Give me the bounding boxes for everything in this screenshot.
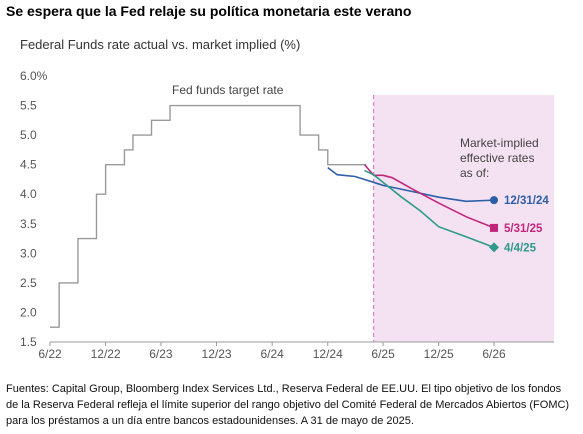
y-tick-label: 5.0 <box>20 128 37 142</box>
series-end-label: 12/31/24 <box>504 195 549 207</box>
implied-rate-line <box>327 166 495 203</box>
y-axis-ticks: 1.5 2.0 2.5 3.0 3.5 4.0 4.5 5.0 5.5 6.0% <box>20 69 48 349</box>
y-tick-label: 2.5 <box>20 276 37 290</box>
y-tick-label: 6.0% <box>20 69 48 83</box>
implied-rate-line <box>364 169 495 249</box>
source-note: Fuentes: Capital Group, Bloomberg Index … <box>6 383 570 427</box>
x-tick-label: 6/22 <box>38 347 62 361</box>
chart-title: Federal Funds rate actual vs. market imp… <box>20 37 301 52</box>
series-end-label: 4/4/25 <box>504 242 537 254</box>
implied-label-line-2: effective rates <box>460 151 534 165</box>
implied-label-line-1: Market-implied <box>460 136 539 150</box>
x-tick-label: 12/22 <box>91 347 121 361</box>
x-tick-label: 12/23 <box>202 347 232 361</box>
y-tick-label: 3.0 <box>20 246 37 260</box>
y-tick-label: 1.5 <box>20 335 37 349</box>
x-tick-label: 12/24 <box>313 347 343 361</box>
x-tick-label: 6/24 <box>260 347 284 361</box>
y-tick-label: 2.0 <box>20 305 37 319</box>
headline: Se espera que la Fed relaje su política … <box>6 3 412 19</box>
forecast-shaded-region <box>373 95 554 342</box>
y-tick-label: 4.5 <box>20 158 37 172</box>
series-end-label: 5/31/25 <box>504 223 543 235</box>
y-tick-label: 3.5 <box>20 217 37 231</box>
target-rate-line <box>50 104 367 328</box>
x-tick-label: 6/23 <box>149 347 173 361</box>
x-tick-label: 12/25 <box>424 347 454 361</box>
implied-label-line-3: as of: <box>460 166 489 180</box>
series-end-marker-diamond <box>489 242 499 253</box>
y-tick-label: 4.0 <box>20 187 37 201</box>
chart-area: 1.5 2.0 2.5 3.0 3.5 4.0 4.5 5.0 5.5 6.0% 6/22 12/2… <box>20 69 554 361</box>
series-end-marker-square <box>490 223 498 232</box>
target-rate-label: Fed funds target rate <box>172 83 284 97</box>
x-axis-ticks: 6/22 12/22 6/23 12/23 6/24 12/24 6/25 12/25 6/26 <box>38 342 506 361</box>
y-tick-label: 5.5 <box>20 99 37 113</box>
x-tick-label: 6/26 <box>482 347 506 361</box>
implied-series-group: 12/31/24 5/31/25 4/4/25 <box>327 164 549 254</box>
series-end-marker-circle <box>490 196 498 205</box>
x-tick-label: 6/25 <box>371 347 395 361</box>
